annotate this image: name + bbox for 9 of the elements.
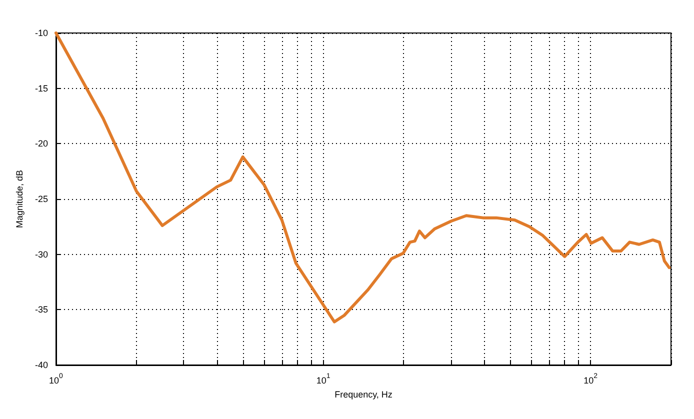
y-tick-label: -30 [34, 249, 48, 260]
x-axis-title: Frequency, Hz [334, 389, 393, 400]
y-axis-title: Magnitude, dB [14, 170, 25, 228]
y-tick-label: -35 [34, 304, 48, 315]
y-tick-label: -40 [34, 360, 48, 370]
y-tick-label: -15 [34, 83, 48, 94]
y-tick-label: -25 [34, 194, 48, 204]
y-tick-label: -10 [34, 28, 48, 38]
y-tick-label: -20 [34, 138, 48, 149]
